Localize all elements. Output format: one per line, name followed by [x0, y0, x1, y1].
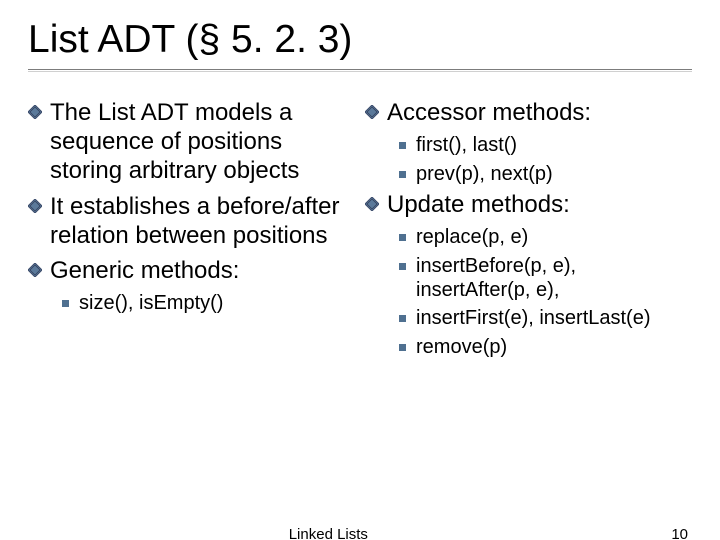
slide: List ADT (§ 5. 2. 3) The List ADT models… [0, 0, 720, 540]
square-icon [399, 171, 406, 178]
list-item: Generic methods: [28, 256, 355, 285]
sub-item-text: replace(p, e) [416, 225, 528, 249]
page-number: 10 [671, 526, 688, 540]
sub-item-text: remove(p) [416, 335, 507, 359]
diamond-icon [28, 263, 42, 277]
diamond-icon [28, 105, 42, 119]
sub-list-item: remove(p) [399, 335, 692, 359]
sub-list-item: insertBefore(p, e), insertAfter(p, e), [399, 254, 692, 303]
sub-list-item: replace(p, e) [399, 225, 692, 249]
square-icon [399, 234, 406, 241]
sub-item-text: first(), last() [416, 133, 517, 157]
square-icon [62, 300, 69, 307]
item-text: The List ADT models a sequence of positi… [50, 98, 355, 186]
square-icon [399, 315, 406, 322]
item-text: Generic methods: [50, 256, 239, 285]
square-icon [399, 263, 406, 270]
item-text: It establishes a before/after relation b… [50, 192, 355, 251]
sub-list-item: insertFirst(e), insertLast(e) [399, 306, 692, 330]
sub-list-item: size(), isEmpty() [62, 291, 355, 315]
sub-item-text: size(), isEmpty() [79, 291, 223, 315]
sub-list-item: prev(p), next(p) [399, 162, 692, 186]
list-item: It establishes a before/after relation b… [28, 192, 355, 251]
title-rule [28, 69, 692, 72]
list-item: The List ADT models a sequence of positi… [28, 98, 355, 186]
footer-center: Linked Lists [289, 526, 368, 540]
right-column: Accessor methods: first(), last() prev(p… [365, 98, 692, 363]
sub-item-text: insertBefore(p, e), insertAfter(p, e), [416, 254, 692, 303]
item-text: Accessor methods: [387, 98, 591, 127]
diamond-icon [365, 197, 379, 211]
slide-title: List ADT (§ 5. 2. 3) [28, 18, 692, 63]
square-icon [399, 142, 406, 149]
body-columns: The List ADT models a sequence of positi… [28, 98, 692, 363]
sub-item-text: prev(p), next(p) [416, 162, 553, 186]
sub-item-text: insertFirst(e), insertLast(e) [416, 306, 651, 330]
list-item: Update methods: [365, 190, 692, 219]
sub-list-item: first(), last() [399, 133, 692, 157]
square-icon [399, 344, 406, 351]
left-column: The List ADT models a sequence of positi… [28, 98, 355, 363]
list-item: Accessor methods: [365, 98, 692, 127]
diamond-icon [365, 105, 379, 119]
diamond-icon [28, 199, 42, 213]
item-text: Update methods: [387, 190, 570, 219]
